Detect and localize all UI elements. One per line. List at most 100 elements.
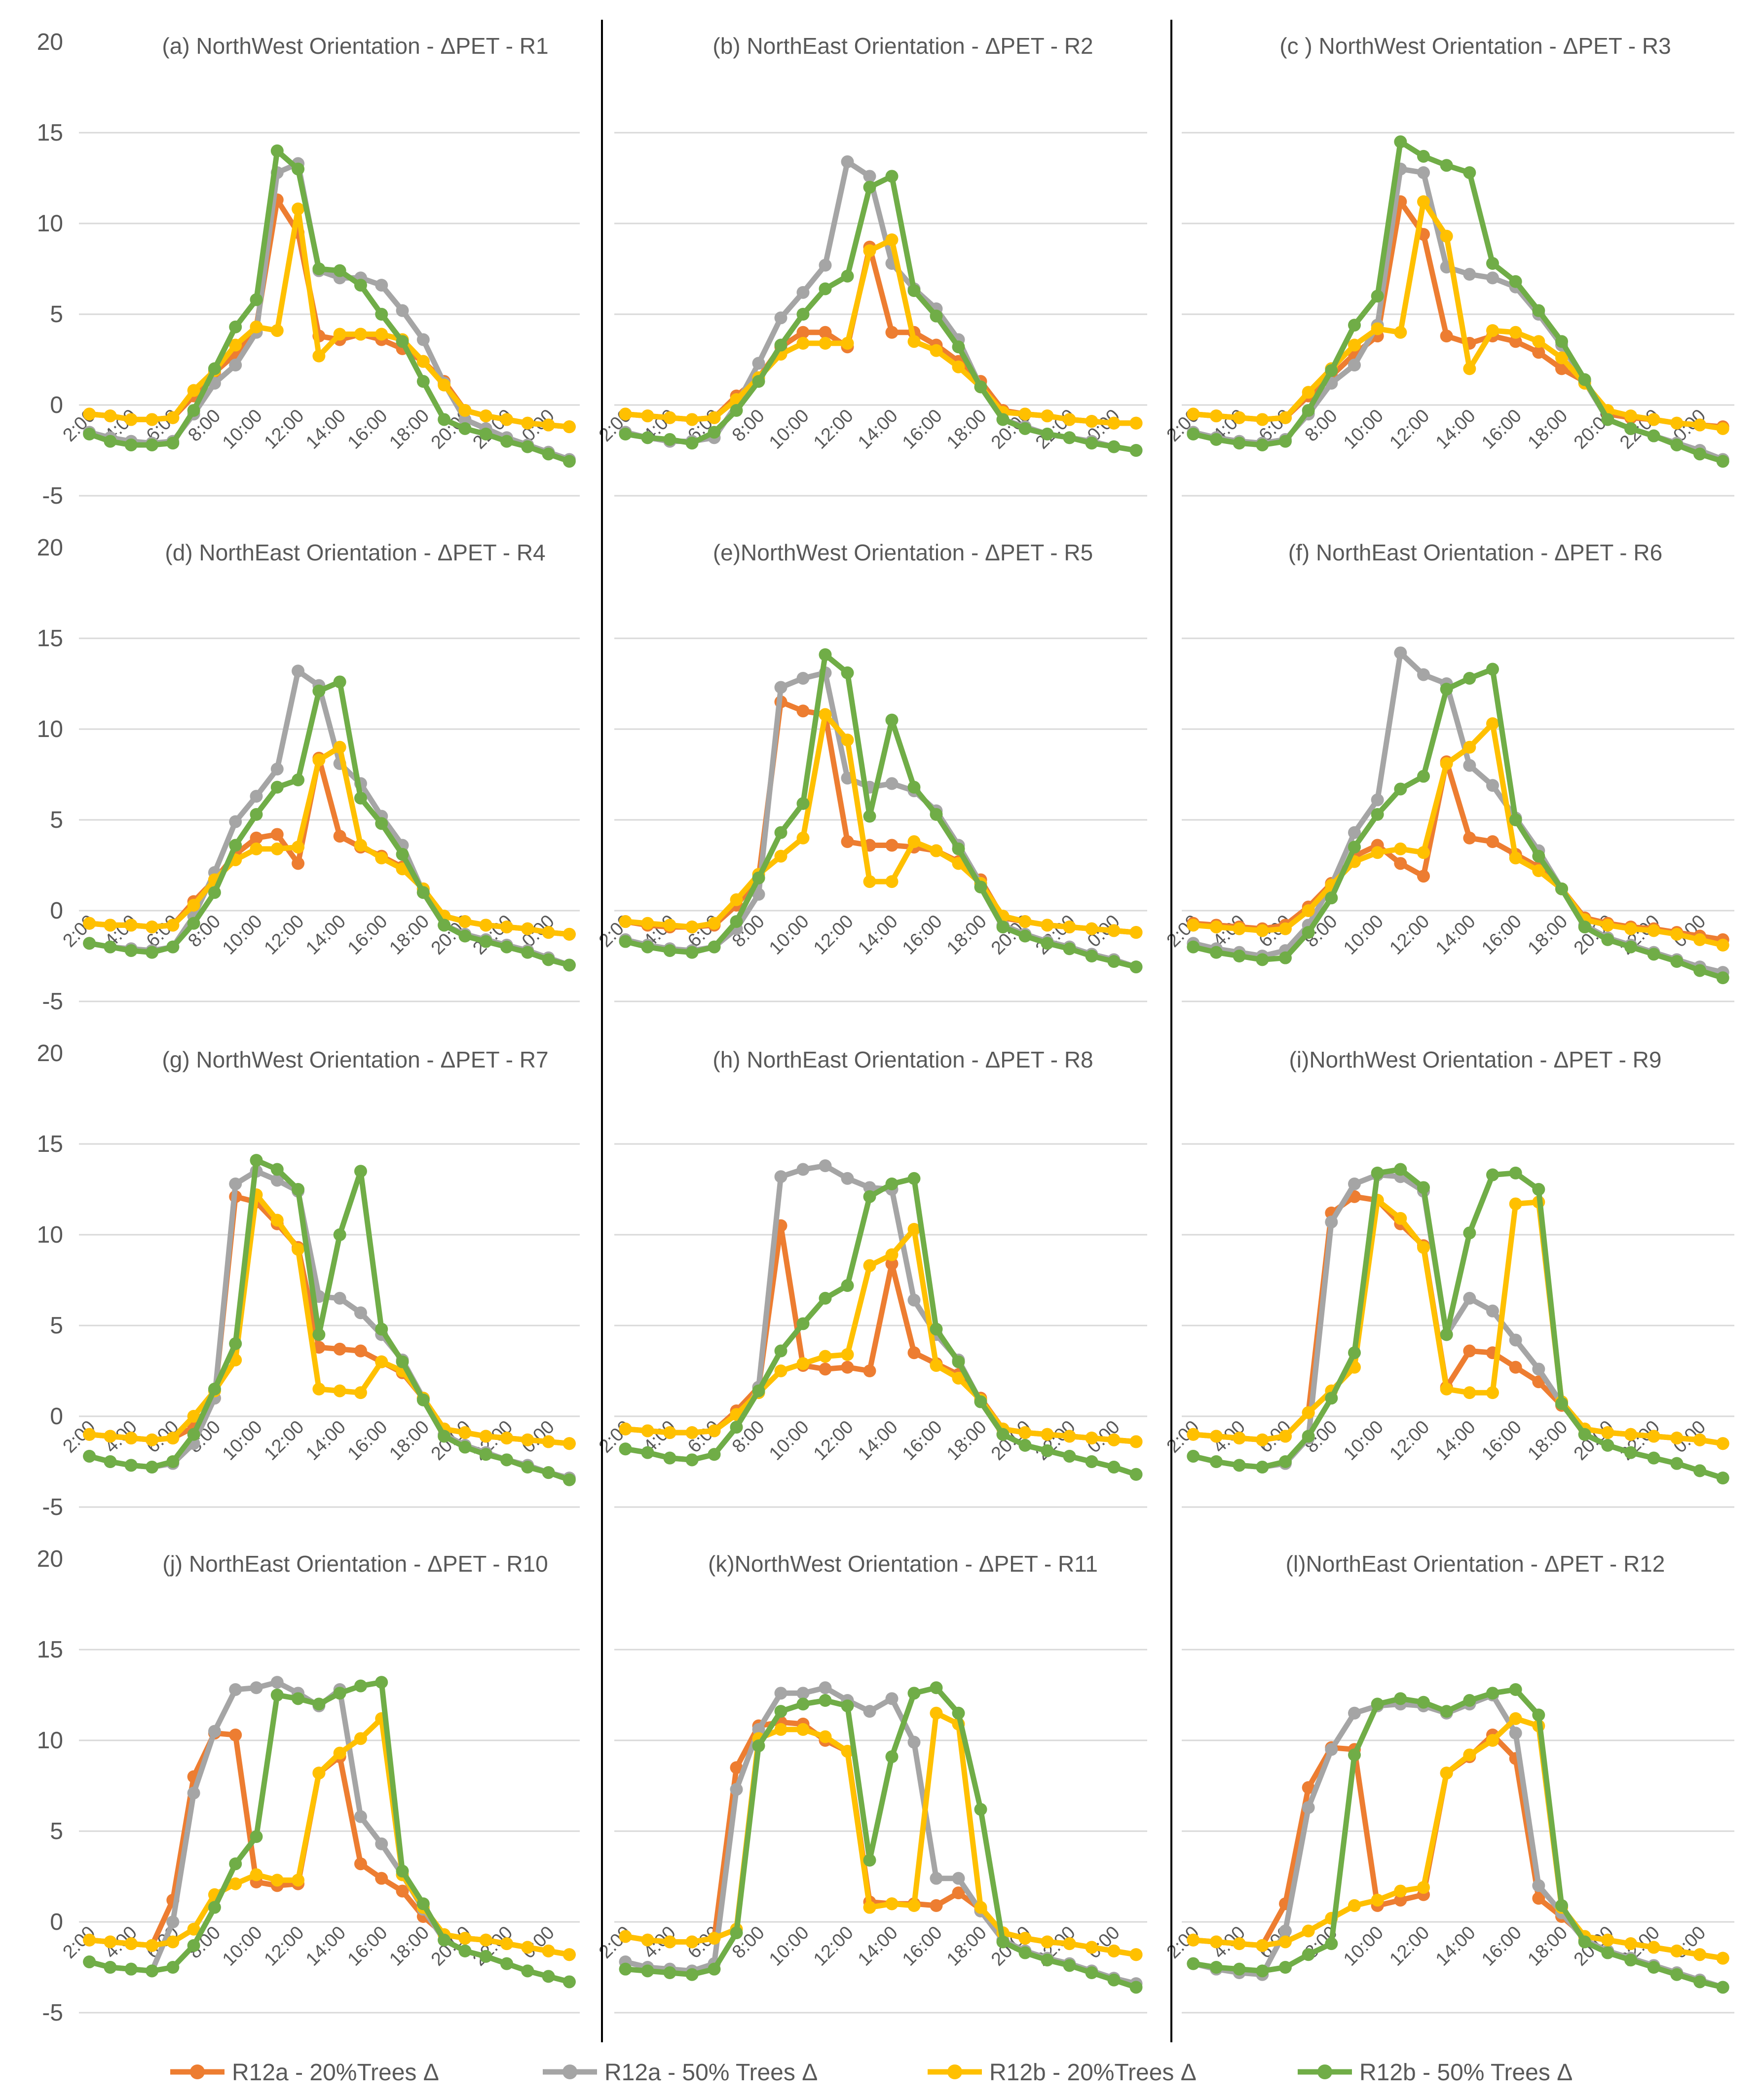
data-point <box>641 1933 654 1947</box>
x-tick-label: 14:00 <box>1432 405 1480 453</box>
data-point <box>146 1461 159 1474</box>
data-point <box>1555 362 1568 375</box>
data-point <box>885 1257 899 1270</box>
data-point <box>1463 268 1476 281</box>
data-point <box>841 1348 854 1361</box>
data-point <box>1716 1437 1729 1450</box>
data-point <box>354 1679 367 1693</box>
x-tick-label: 10:00 <box>765 911 813 959</box>
data-point <box>124 919 138 932</box>
data-point <box>774 849 787 863</box>
data-point <box>375 328 388 341</box>
data-point <box>1670 955 1684 968</box>
data-point <box>438 1933 451 1947</box>
x-tick-label: 16:00 <box>899 1417 946 1465</box>
data-point <box>1509 813 1522 826</box>
data-point <box>1394 326 1407 339</box>
data-point <box>375 1837 388 1850</box>
data-point <box>907 284 921 297</box>
data-point <box>354 1810 367 1823</box>
data-point <box>1063 1449 1076 1463</box>
data-point <box>730 404 743 417</box>
data-point <box>863 1901 876 1914</box>
data-point <box>730 893 743 906</box>
y-axis-row-1: 20 15 10 5 0 -5 <box>37 29 63 509</box>
data-point <box>375 817 388 830</box>
y-tick-label: 5 <box>50 807 63 833</box>
data-point <box>187 384 200 397</box>
data-point <box>187 1922 200 1936</box>
data-point <box>841 269 854 283</box>
data-point <box>396 1355 409 1368</box>
data-point <box>1187 1933 1200 1947</box>
grid-layer: 2:00 4:00 6:00 8:0010:0012:0014:0016:0018:0… <box>59 132 1734 2014</box>
data-point <box>1256 413 1269 426</box>
data-point <box>1041 1428 1054 1441</box>
legend-item-r12b-20-trees: R12b - 20%Trees Δ <box>928 2060 1197 2086</box>
data-point <box>104 1455 117 1468</box>
data-point <box>907 1222 921 1236</box>
data-point <box>1018 1946 1032 1959</box>
data-point <box>1670 416 1684 430</box>
data-point <box>146 1939 159 1952</box>
data-point <box>1555 335 1568 348</box>
data-point <box>354 1306 367 1320</box>
x-tick-label: 16:00 <box>899 1922 946 1970</box>
data-point <box>1486 271 1499 285</box>
data-point <box>952 1872 965 1885</box>
data-point <box>930 1706 943 1720</box>
data-point <box>1716 1981 1729 1994</box>
data-point <box>1187 919 1200 932</box>
y-tick-label: 15 <box>37 1131 63 1157</box>
data-point <box>416 1897 430 1911</box>
data-point <box>292 857 305 870</box>
data-point <box>1085 1966 1098 1980</box>
data-point <box>187 1786 200 1800</box>
data-point <box>1394 1893 1407 1907</box>
data-point <box>229 320 242 333</box>
data-point <box>1325 1937 1338 1951</box>
data-point <box>124 1459 138 1472</box>
data-point <box>229 839 242 852</box>
data-point <box>333 1384 346 1398</box>
x-tick-label: 12:00 <box>810 405 858 453</box>
data-point <box>885 1248 899 1261</box>
data-point <box>1693 447 1706 461</box>
data-point <box>1532 1892 1545 1905</box>
data-point <box>930 808 943 821</box>
panel-grid-8 <box>614 1143 1147 1508</box>
data-point <box>333 830 346 843</box>
x-tick-label: 12:00 <box>1386 405 1433 453</box>
data-point <box>562 420 576 434</box>
data-point <box>312 1697 326 1711</box>
data-point <box>208 886 221 899</box>
x-tick-label: 12:00 <box>260 911 308 959</box>
data-point <box>83 1933 96 1947</box>
data-point <box>641 1964 654 1978</box>
data-point <box>1716 1472 1729 1485</box>
data-point <box>250 1681 263 1695</box>
data-point <box>885 875 899 888</box>
series-line <box>86 755 572 937</box>
data-point <box>187 917 200 930</box>
data-point <box>796 1697 810 1711</box>
data-point <box>619 1422 632 1436</box>
data-point <box>458 1944 472 1957</box>
x-tick-label: 18:00 <box>385 911 433 959</box>
data-point <box>885 1177 899 1190</box>
data-point <box>521 1964 534 1978</box>
series-line <box>1190 721 1726 948</box>
data-point <box>458 929 472 943</box>
data-point <box>1532 304 1545 317</box>
data-point <box>1279 1924 1292 1938</box>
y-tick-label: 5 <box>50 1818 63 1844</box>
data-point <box>819 282 832 295</box>
data-point <box>1509 1712 1522 1725</box>
data-point <box>863 875 876 888</box>
data-point <box>863 1853 876 1867</box>
data-point <box>479 427 492 441</box>
data-point <box>907 335 921 348</box>
x-tick-label: 12:00 <box>260 1417 308 1465</box>
data-point <box>796 704 810 718</box>
data-point <box>83 427 96 441</box>
